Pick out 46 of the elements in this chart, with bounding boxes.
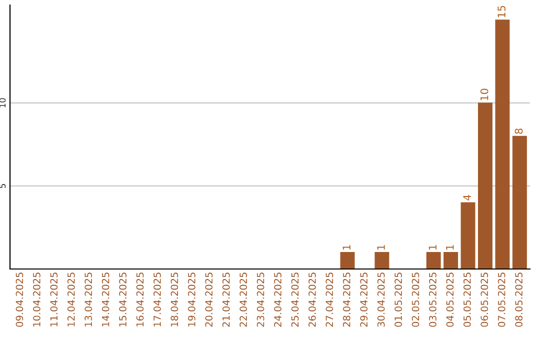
bar bbox=[478, 102, 492, 269]
x-tick-label: 08.05.2025 bbox=[515, 272, 522, 327]
data-label: 10 bbox=[480, 88, 488, 100]
bar bbox=[495, 20, 510, 269]
bar bbox=[460, 202, 476, 269]
x-tick-label: 14.04.2025 bbox=[102, 272, 110, 326]
x-tick-label: 17.04.2025 bbox=[154, 272, 161, 326]
x-tick-label: 30.04.2025 bbox=[377, 272, 385, 327]
bar bbox=[426, 252, 441, 269]
x-tick-label: 01.05.2025 bbox=[394, 272, 402, 327]
x-tick-label: 07.05.2025 bbox=[498, 272, 506, 327]
bar bbox=[374, 252, 390, 269]
data-label: 1 bbox=[446, 245, 454, 250]
x-tick-label: 28.04.2025 bbox=[342, 272, 350, 327]
x-tick-label: 05.05.2025 bbox=[463, 272, 471, 327]
data-label: 4 bbox=[463, 194, 471, 200]
x-tick-label: 02.05.2025 bbox=[412, 272, 420, 327]
x-tick-label: 20.04.2025 bbox=[205, 272, 213, 327]
data-label: 1 bbox=[342, 245, 350, 250]
x-tick-label: 29.04.2025 bbox=[360, 272, 368, 327]
bar bbox=[444, 252, 458, 269]
x-tick-label: 27.04.2025 bbox=[326, 272, 334, 327]
x-tick-label: 26.04.2025 bbox=[308, 272, 316, 327]
x-tick-label: 06.05.2025 bbox=[480, 272, 488, 327]
data-label: 1 bbox=[428, 245, 436, 250]
bar bbox=[512, 136, 527, 269]
x-tick-label: 04.05.2025 bbox=[446, 272, 454, 327]
data-label: 8 bbox=[514, 128, 523, 134]
x-tick-label: 24.04.2025 bbox=[274, 272, 282, 327]
x-tick-label: 18.04.2025 bbox=[170, 272, 178, 326]
data-label: 1 bbox=[377, 245, 385, 250]
x-tick-label: 16.04.2025 bbox=[136, 272, 144, 326]
x-tick-label: 19.04.2025 bbox=[188, 272, 196, 326]
x-tick-label: 22.04.2025 bbox=[240, 272, 247, 327]
x-tick-label: 03.05.2025 bbox=[429, 272, 436, 327]
x-tick-label: 23.04.2025 bbox=[256, 272, 264, 327]
x-tick-label: 11.04.2025 bbox=[50, 272, 58, 326]
x-tick-label: 09.04.2025 bbox=[16, 272, 24, 327]
x-tick-label: 25.04.2025 bbox=[291, 272, 299, 327]
x-tick-label: 12.04.2025 bbox=[67, 272, 75, 326]
x-tick-label: 21.04.2025 bbox=[222, 272, 230, 327]
bar bbox=[340, 252, 355, 269]
data-label: 15 bbox=[498, 6, 506, 18]
x-tick-label: 15.04.2025 bbox=[119, 272, 126, 326]
x-tick-label: 10.04.2025 bbox=[33, 272, 40, 326]
x-tick-label: 13.04.2025 bbox=[84, 272, 92, 326]
